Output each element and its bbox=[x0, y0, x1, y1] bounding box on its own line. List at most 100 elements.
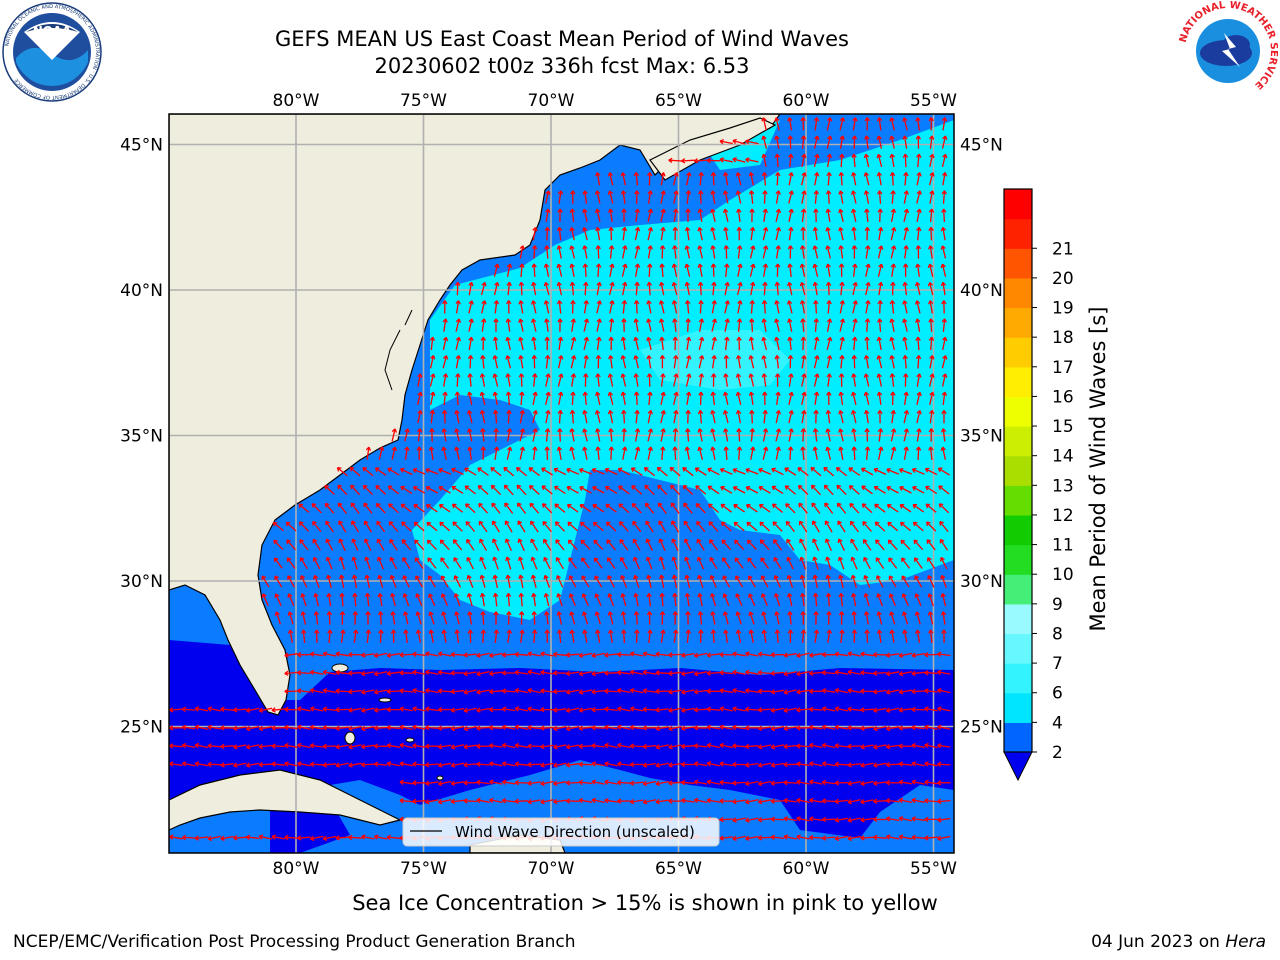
wind-wave-arrow bbox=[672, 428, 679, 442]
colorbar-segment bbox=[1004, 189, 1032, 220]
wind-wave-arrow bbox=[800, 611, 806, 625]
wind-wave-arrow bbox=[374, 467, 387, 476]
wind-wave-arrow bbox=[437, 744, 452, 750]
wind-wave-arrow bbox=[847, 743, 861, 750]
wind-wave-arrow bbox=[425, 799, 439, 805]
wind-wave-arrow bbox=[847, 762, 861, 768]
wind-wave-arrow bbox=[698, 190, 704, 204]
wind-wave-arrow bbox=[544, 318, 550, 332]
wind-wave-arrow bbox=[618, 503, 630, 514]
wind-wave-arrow bbox=[532, 226, 538, 241]
wind-wave-arrow bbox=[489, 688, 503, 695]
wind-wave-arrow bbox=[578, 689, 593, 695]
wind-wave-arrow bbox=[455, 300, 461, 314]
wind-wave-arrow bbox=[851, 172, 857, 186]
wind-wave-arrow bbox=[578, 743, 593, 750]
wind-wave-arrow bbox=[900, 539, 911, 551]
wind-wave-arrow bbox=[924, 706, 938, 712]
wind-wave-arrow bbox=[455, 336, 462, 351]
wind-wave-arrow bbox=[735, 629, 742, 643]
wind-wave-arrow bbox=[608, 245, 615, 259]
wind-wave-arrow bbox=[386, 743, 401, 749]
wind-wave-arrow bbox=[284, 670, 298, 676]
wind-wave-arrow bbox=[863, 373, 870, 387]
wind-wave-arrow bbox=[708, 503, 719, 513]
wind-wave-arrow bbox=[850, 208, 857, 222]
wind-wave-arrow bbox=[836, 502, 847, 514]
lat-tick-label-right: 30°N bbox=[960, 572, 1003, 592]
wind-wave-arrow bbox=[774, 373, 781, 387]
wind-wave-arrow bbox=[348, 744, 362, 750]
bahamas-island bbox=[344, 731, 356, 745]
wind-wave-arrow bbox=[491, 502, 501, 514]
wind-wave-arrow bbox=[450, 780, 465, 786]
wind-wave-arrow bbox=[621, 245, 628, 259]
wind-wave-arrow bbox=[660, 373, 666, 387]
wind-wave-arrow bbox=[527, 761, 541, 768]
wind-wave-arrow bbox=[608, 281, 615, 296]
wind-wave-arrow bbox=[722, 391, 729, 405]
wind-wave-arrow bbox=[759, 521, 771, 532]
wind-wave-arrow bbox=[284, 834, 298, 841]
wind-wave-arrow bbox=[873, 707, 887, 713]
wind-wave-arrow bbox=[527, 651, 541, 657]
wind-wave-arrow bbox=[898, 816, 913, 822]
wind-wave-arrow bbox=[787, 629, 794, 643]
wind-wave-arrow bbox=[761, 300, 768, 314]
wind-wave-arrow bbox=[506, 629, 512, 643]
wind-wave-arrow bbox=[467, 446, 473, 460]
wind-wave-arrow bbox=[646, 355, 652, 369]
wind-wave-arrow bbox=[732, 467, 746, 475]
wind-wave-arrow bbox=[670, 484, 681, 496]
wind-wave-arrow bbox=[309, 724, 324, 730]
wind-wave-arrow bbox=[770, 707, 785, 713]
wind-wave-arrow bbox=[911, 779, 925, 785]
wind-wave-arrow bbox=[604, 798, 618, 804]
colorbar-tick-label: 19 bbox=[1052, 299, 1074, 319]
wind-wave-arrow bbox=[594, 593, 602, 606]
wind-wave-arrow bbox=[775, 428, 782, 442]
wind-wave-arrow bbox=[838, 373, 845, 387]
wind-wave-arrow bbox=[903, 171, 909, 186]
wind-wave-arrow bbox=[501, 742, 516, 749]
wind-wave-arrow bbox=[719, 706, 733, 712]
wind-wave-arrow bbox=[813, 409, 819, 424]
wind-wave-arrow bbox=[736, 355, 742, 369]
noaa-logo: NATIONAL OCEANIC AND ATMOSPHERIC ADMINIS… bbox=[2, 2, 102, 102]
wind-wave-arrow bbox=[757, 780, 772, 787]
wind-wave-arrow bbox=[309, 743, 324, 749]
wind-wave-arrow bbox=[505, 391, 512, 406]
wind-wave-arrow bbox=[915, 135, 922, 149]
wind-wave-arrow bbox=[889, 318, 895, 332]
wind-wave-arrow bbox=[914, 611, 921, 625]
wind-wave-arrow bbox=[477, 467, 489, 476]
wind-wave-arrow bbox=[412, 780, 426, 786]
wind-wave-arrow bbox=[582, 263, 589, 277]
wind-wave-arrow bbox=[860, 688, 874, 694]
wind-wave-arrow bbox=[749, 208, 755, 223]
wind-wave-arrow bbox=[774, 153, 781, 168]
wind-wave-arrow bbox=[629, 743, 644, 749]
wind-wave-arrow bbox=[620, 355, 627, 369]
map-frame bbox=[168, 113, 955, 854]
wind-wave-arrow bbox=[847, 780, 861, 787]
wind-wave-arrow bbox=[877, 318, 883, 332]
wind-wave-arrow bbox=[300, 593, 307, 607]
wind-wave-arrow bbox=[890, 409, 896, 424]
wind-wave-arrow bbox=[826, 336, 833, 351]
wind-wave-arrow bbox=[207, 724, 221, 730]
wind-wave-arrow bbox=[440, 575, 449, 588]
wind-wave-arrow bbox=[519, 263, 525, 277]
colorbar-tick-label: 4 bbox=[1052, 713, 1063, 733]
wind-wave-arrow bbox=[929, 409, 935, 424]
wind-wave-arrow bbox=[466, 410, 473, 424]
wind-wave-arrow bbox=[800, 226, 806, 241]
wind-wave-arrow bbox=[373, 834, 388, 840]
wind-wave-arrow bbox=[361, 670, 375, 677]
wind-wave-arrow bbox=[634, 227, 641, 241]
wind-wave-arrow bbox=[924, 652, 938, 658]
wind-wave-arrow bbox=[390, 593, 396, 607]
wind-wave-arrow bbox=[899, 486, 912, 494]
wind-wave-arrow bbox=[796, 797, 810, 804]
wind-wave-arrow bbox=[852, 117, 858, 131]
